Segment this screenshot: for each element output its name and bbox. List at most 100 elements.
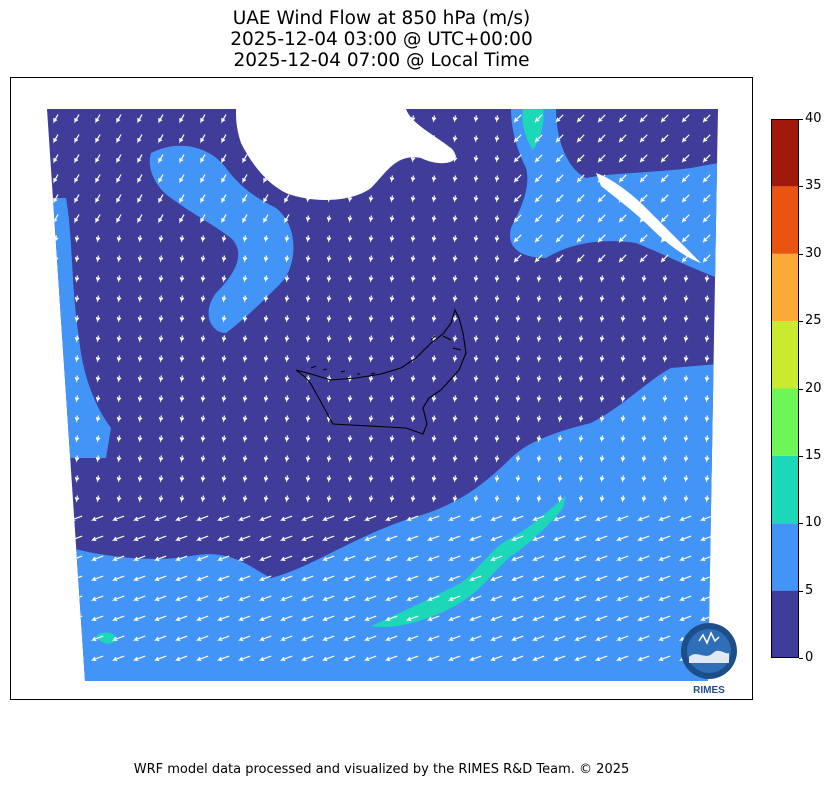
wind-arrow — [305, 475, 311, 483]
colorbar-tick-label: 25 — [805, 313, 822, 329]
wind-arrow — [70, 635, 83, 642]
wind-arrow — [343, 595, 356, 602]
wind-arrow — [679, 615, 692, 622]
wind-arrow — [410, 255, 416, 263]
wind-arrow — [347, 455, 353, 463]
wind-arrow — [578, 495, 584, 503]
wind-arrow — [620, 475, 626, 483]
wind-arrow — [639, 114, 648, 124]
wind-arrow — [200, 315, 206, 323]
wind-arrow — [221, 174, 227, 184]
wind-arrow — [347, 255, 353, 263]
wind-arrow — [112, 615, 125, 622]
wind-arrow — [280, 535, 293, 542]
wind-arrow — [595, 555, 608, 562]
wind-arrow — [683, 435, 689, 443]
wind-arrow — [242, 235, 248, 243]
wind-arrow — [154, 515, 167, 522]
wind-arrow — [702, 254, 711, 264]
wind-arrow — [513, 234, 522, 244]
wind-arrow — [389, 355, 395, 363]
wind-arrow — [301, 575, 314, 582]
wind-arrow — [91, 615, 104, 622]
wind-arrow — [452, 455, 458, 463]
wind-arrow — [639, 154, 648, 164]
wind-arrow — [637, 555, 650, 562]
wind-arrow — [259, 555, 272, 562]
wind-arrow — [326, 435, 332, 443]
map-panel: RIMES — [10, 77, 753, 700]
wind-arrow — [452, 475, 458, 483]
wind-arrow — [536, 415, 542, 423]
wind-arrow — [259, 515, 272, 522]
wind-arrow — [490, 655, 503, 662]
wind-arrow — [389, 215, 395, 223]
wind-arrow — [200, 355, 206, 363]
wind-arrow — [555, 234, 564, 244]
wind-arrow — [49, 655, 62, 662]
wind-arrow — [221, 134, 227, 144]
wind-arrow — [410, 375, 416, 383]
wind-arrow — [599, 335, 605, 343]
wind-arrow — [137, 174, 143, 184]
wind-arrow — [620, 495, 626, 503]
colorbar-tick-mark — [799, 253, 803, 255]
wind-arrow — [536, 495, 542, 503]
wind-arrow — [513, 254, 522, 264]
wind-arrow — [385, 555, 398, 562]
wind-arrow — [469, 615, 482, 622]
wind-arrow — [597, 114, 606, 124]
wind-arrow — [555, 114, 564, 124]
wind-arrow — [679, 595, 692, 602]
wind-arrow — [641, 375, 647, 383]
wind-arrow — [95, 475, 101, 483]
wind-arrow — [660, 234, 669, 244]
wind-arrow — [473, 395, 479, 403]
wind-arrow — [641, 435, 647, 443]
wind-arrow — [431, 375, 437, 383]
wind-arrow — [242, 495, 248, 503]
wind-arrow — [448, 635, 461, 642]
wind-arrow — [284, 154, 290, 164]
wind-arrow — [263, 154, 269, 164]
wind-arrow — [95, 455, 101, 463]
wind-arrow — [368, 455, 374, 463]
wind-arrow — [91, 635, 104, 642]
uae-islands — [310, 335, 462, 375]
wind-arrow — [599, 375, 605, 383]
wind-arrow — [704, 375, 710, 383]
wind-arrow — [217, 595, 230, 602]
wind-arrow — [221, 255, 227, 263]
wind-arrow — [410, 235, 416, 243]
wind-arrow — [469, 595, 482, 602]
wind-arrow — [74, 174, 80, 184]
wind-arrow — [343, 655, 356, 662]
wind-arrow — [179, 395, 185, 403]
wind-arrow — [553, 595, 566, 602]
wind-arrow — [175, 635, 188, 642]
wind-arrow — [53, 174, 59, 184]
wind-arrow — [427, 575, 440, 582]
wind-arrow — [368, 375, 374, 383]
wind-arrow — [473, 455, 479, 463]
wind-arrow — [347, 435, 353, 443]
wind-arrow — [494, 355, 500, 363]
wind-arrow — [452, 375, 458, 383]
wind-arrow — [452, 195, 458, 203]
wind-arrow — [557, 495, 563, 503]
wind-arrow — [389, 175, 395, 183]
wind-arrow — [368, 155, 374, 163]
wind-arrow — [536, 315, 542, 323]
wind-arrow — [431, 475, 437, 483]
wind-arrow — [557, 275, 563, 283]
wind-arrow — [259, 635, 272, 642]
wind-arrow — [683, 455, 689, 463]
wind-arrow — [175, 655, 188, 662]
wind-arrow — [595, 535, 608, 542]
wind-arrow — [452, 415, 458, 423]
wind-arrow — [557, 295, 563, 303]
wind-arrow — [74, 194, 80, 204]
wind-arrow — [280, 615, 293, 622]
wind-arrow — [347, 175, 353, 183]
wind-arrow — [389, 295, 395, 303]
